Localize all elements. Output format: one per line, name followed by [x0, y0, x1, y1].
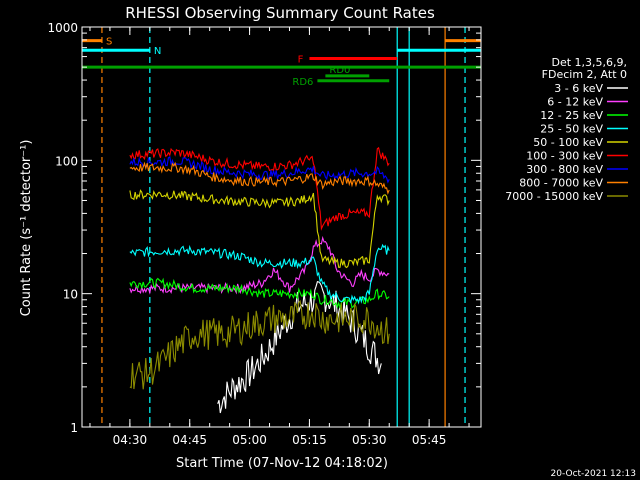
- x-tick-label-4: 05:30: [352, 433, 387, 447]
- legend: Det 1,3,5,6,9,FDecim 2, Att 03 - 6 keV6 …: [505, 56, 628, 203]
- x-axis-label: Start Time (07-Nov-12 04:18:02): [176, 456, 388, 471]
- series-line-7: [129, 161, 390, 195]
- plot-area: S N F RD0 RD6: [82, 27, 481, 427]
- legend-label-5: 100 - 300 keV: [526, 150, 603, 163]
- legend-label-2: 12 - 25 keV: [540, 109, 603, 122]
- x-axis: 04:30 04:45 05:00 05:15 05:30 05:45: [89, 27, 470, 447]
- flag-label-rd0: RD0: [329, 65, 350, 76]
- y-axis-label: Count Rate (s⁻¹ detector⁻¹): [19, 140, 34, 317]
- legend-label-0: 3 - 6 keV: [554, 82, 603, 95]
- y-tick-label-2: 100: [55, 154, 78, 168]
- legend-header-1: FDecim 2, Att 0: [542, 68, 627, 81]
- legend-header-0: Det 1,3,5,6,9,: [551, 56, 627, 69]
- series-line-2: [129, 277, 390, 310]
- legend-label-3: 25 - 50 keV: [540, 123, 603, 136]
- series-line-6: [129, 155, 390, 184]
- series-line-8: [129, 299, 390, 390]
- x-tick-label-5: 05:45: [412, 433, 447, 447]
- y-tick-label-0: 1: [70, 421, 78, 435]
- series-line-4: [129, 189, 390, 269]
- flag-label-f: F: [298, 55, 304, 66]
- x-tick-label-2: 05:00: [232, 433, 267, 447]
- flag-label-s: S: [106, 37, 112, 48]
- series-line-3: [129, 243, 390, 305]
- x-tick-label-3: 05:15: [292, 433, 327, 447]
- series-line-5: [129, 146, 390, 231]
- footer-date: 20-Oct-2021 12:13: [551, 469, 636, 479]
- legend-label-6: 300 - 800 keV: [526, 163, 603, 176]
- plot-frame: [81, 26, 482, 428]
- chart-title: RHESSI Observing Summary Count Rates: [125, 4, 435, 22]
- y-tick-label-3: 1000: [47, 21, 78, 35]
- x-tick-label-0: 04:30: [113, 433, 148, 447]
- legend-label-8: 7000 - 15000 keV: [505, 190, 603, 203]
- legend-label-1: 6 - 12 keV: [547, 96, 603, 109]
- legend-label-4: 50 - 100 keV: [533, 136, 603, 149]
- y-tick-label-1: 10: [63, 288, 78, 302]
- flag-label-n: N: [154, 46, 161, 57]
- y-axis: 1 10 100 1000: [47, 21, 481, 435]
- legend-label-7: 800 - 7000 keV: [519, 177, 603, 190]
- flag-label-rd6: RD6: [292, 77, 313, 88]
- series-line-1: [129, 235, 390, 295]
- x-tick-label-1: 04:45: [172, 433, 207, 447]
